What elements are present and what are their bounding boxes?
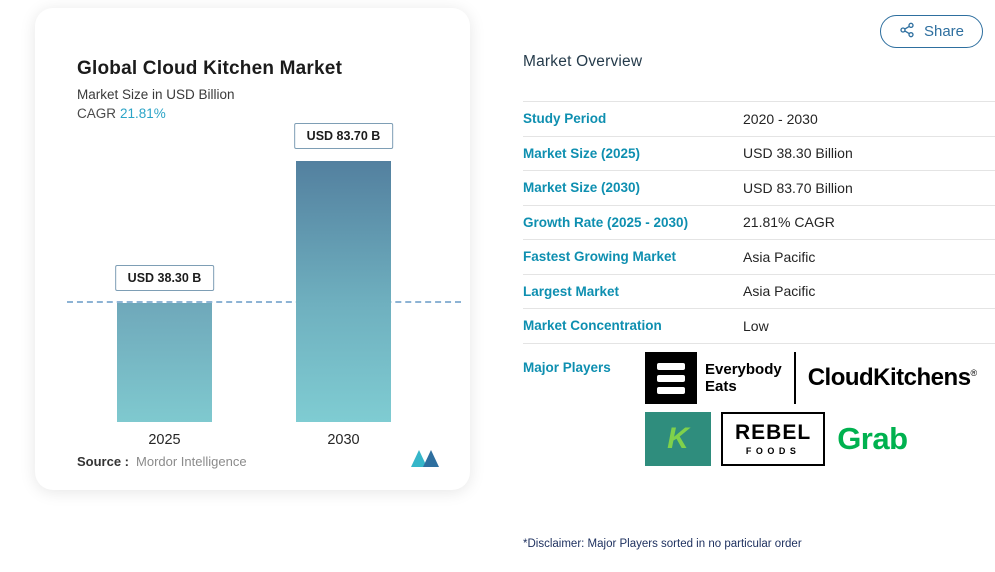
share-button-label: Share [923, 23, 964, 40]
row-label: Study Period [523, 111, 607, 127]
row-value: 2020 - 2030 [743, 110, 818, 127]
share-button[interactable]: Share [879, 15, 983, 48]
bar-2025 [117, 302, 212, 422]
logo-row-2: K REBEL FOODS Grab [645, 412, 977, 466]
table-row: Market Concentration Low [523, 309, 995, 344]
row-value: Asia Pacific [743, 283, 816, 300]
k-square-logo: K [645, 412, 711, 466]
table-row: Market Size (2030) USD 83.70 Billion [523, 171, 995, 206]
grab-logo: Grab [837, 421, 908, 456]
source-row: Source : Mordor Intelligence [77, 450, 442, 472]
everybody-eats-logo: Everybody Eats [645, 352, 782, 404]
disclaimer-text: *Disclaimer: Major Players sorted in no … [523, 538, 802, 550]
share-icon [899, 22, 915, 42]
major-players-section: Major Players Everybody Eats CloudKitche… [523, 352, 995, 466]
table-row: Growth Rate (2025 - 2030) 21.81% CAGR [523, 206, 995, 240]
row-value: Low [743, 317, 769, 334]
bar-2030 [296, 161, 391, 422]
reference-line [67, 300, 461, 303]
bar-value-label-2030: USD 83.70 B [293, 123, 394, 150]
bar-group-2030: USD 83.70 B [293, 123, 394, 422]
everybody-eats-mark-icon [645, 352, 697, 404]
row-label: Fastest Growing Market [523, 249, 677, 265]
market-overview-table: Study Period 2020 - 2030 Market Size (20… [523, 101, 995, 344]
bar-chart: USD 38.30 B USD 83.70 B [67, 123, 461, 422]
mordor-intelligence-logo-icon [410, 450, 442, 472]
row-label: Market Concentration [523, 318, 662, 334]
cagr-value: 21.81% [120, 106, 166, 121]
chart-subtitle: Market Size in USD Billion [77, 87, 235, 102]
bar-group-2025: USD 38.30 B [114, 148, 215, 422]
table-row: Largest Market Asia Pacific [523, 275, 995, 309]
logo-row-1: Everybody Eats CloudKitchens® [645, 352, 977, 404]
table-row: Study Period 2020 - 2030 [523, 102, 995, 137]
chart-header: Global Cloud Kitchen Market Market Size … [77, 58, 440, 121]
x-tick-2025: 2025 [148, 432, 181, 448]
major-players-logos: Everybody Eats CloudKitchens® K REBEL FO… [645, 352, 977, 466]
row-value: 21.81% CAGR [743, 214, 835, 231]
source-name: Mordor Intelligence [136, 453, 247, 469]
row-label: Market Size (2030) [523, 180, 641, 196]
bar-value-label-2025: USD 38.30 B [114, 264, 215, 291]
rebel-foods-logo: REBEL FOODS [721, 412, 826, 466]
row-label: Largest Market [523, 283, 620, 299]
chart-card: Global Cloud Kitchen Market Market Size … [35, 8, 470, 490]
cagr-row: CAGR 21.81% [77, 106, 440, 121]
chart-title: Global Cloud Kitchen Market [77, 58, 343, 79]
major-players-label: Major Players [523, 360, 611, 375]
table-row: Market Size (2025) USD 38.30 Billion [523, 137, 995, 171]
x-axis-labels: 2025 2030 [75, 432, 433, 448]
row-label: Market Size (2025) [523, 145, 641, 161]
market-overview-title: Market Overview [523, 53, 643, 70]
table-row: Fastest Growing Market Asia Pacific [523, 240, 995, 275]
row-value: USD 83.70 Billion [743, 179, 853, 196]
everybody-eats-wordmark: Everybody Eats [705, 360, 782, 395]
logo-divider [793, 352, 796, 404]
row-label: Growth Rate (2025 - 2030) [523, 214, 689, 230]
source-label: Source : [77, 453, 130, 469]
cloudkitchens-logo: CloudKitchens® [807, 364, 977, 391]
row-value: USD 38.30 Billion [743, 145, 853, 162]
x-tick-2030: 2030 [327, 432, 360, 448]
row-value: Asia Pacific [743, 248, 816, 265]
cagr-label: CAGR [77, 106, 117, 121]
